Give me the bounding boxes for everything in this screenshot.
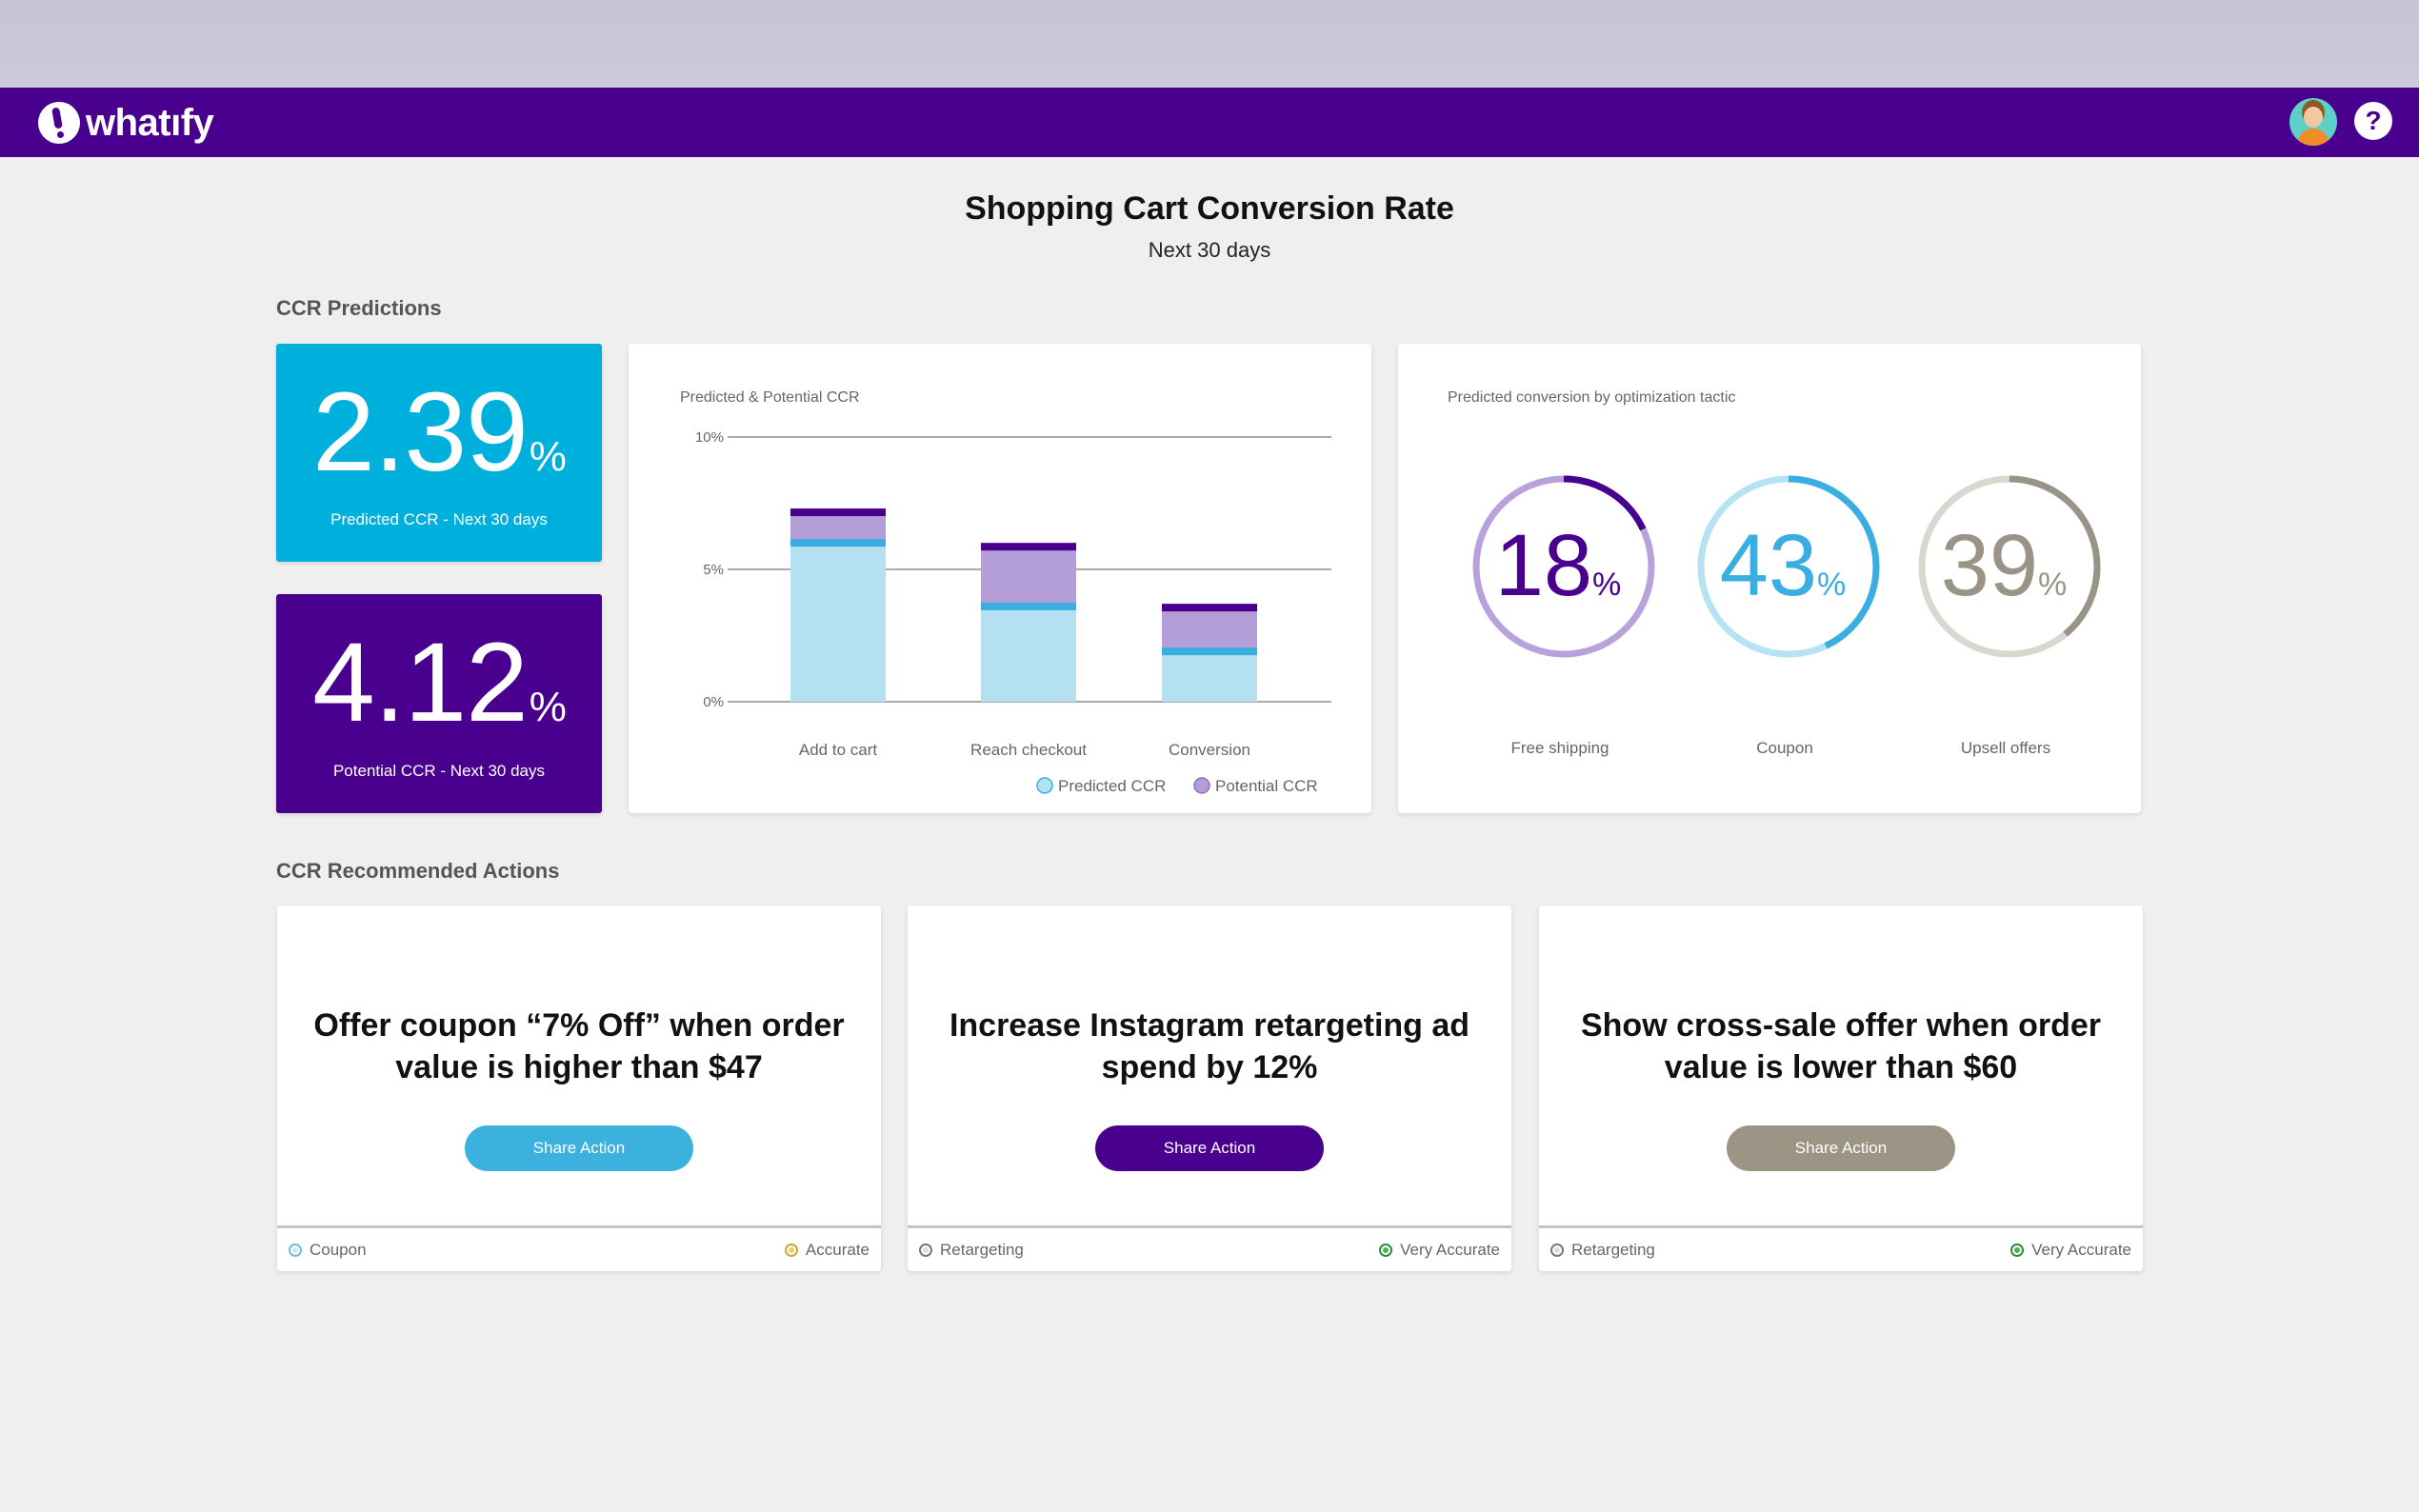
section-predictions: CCR Predictions [276, 296, 442, 320]
bar-potential [1162, 604, 1257, 652]
top-band [0, 0, 2419, 88]
potential-ccr-caption: Potential CCR - Next 30 days [332, 762, 546, 780]
legend-marker [1193, 777, 1210, 794]
page-title: Shopping Cart Conversion Rate [965, 190, 1454, 227]
action-footer: Retargeting Very Accurate [908, 1225, 1511, 1271]
donut-value: 18% [1495, 517, 1622, 614]
bar-predicted [1162, 651, 1257, 702]
action-text: Show cross-sale offer when order value i… [1580, 1007, 2102, 1085]
donut-unit: % [1592, 567, 1621, 603]
bar-predicted [981, 606, 1076, 702]
legend-label: Predicted CCR [1058, 777, 1166, 795]
retargeting-icon [919, 1243, 932, 1257]
accuracy-badge: Very Accurate [1379, 1241, 1500, 1260]
accuracy-badge: Very Accurate [2010, 1241, 2131, 1260]
donut-unit: % [2038, 567, 2067, 603]
donut-value: 39% [1941, 517, 2068, 614]
donut-arc [1472, 475, 1655, 658]
donut-number: 39 [1941, 517, 2038, 614]
y-tick-label: 5% [703, 562, 724, 578]
accuracy-badge: Accurate [784, 1241, 870, 1260]
action-tag[interactable]: Retargeting [1550, 1241, 1655, 1260]
ccr-chart-title: Predicted & Potential CCR [680, 389, 860, 406]
share-action-button[interactable]: Share Action [1095, 1125, 1324, 1171]
x-tick-label: Conversion [1169, 741, 1250, 759]
retargeting-icon [1550, 1243, 1564, 1257]
tactic-card: Predicted conversion by optimization tac… [1398, 344, 2141, 813]
donut-unit: % [1817, 567, 1846, 603]
ccr-bar-chart: 0% 5% 10% Add to cart Reach checkout Conversi… [695, 429, 1331, 795]
logo[interactable]: whatıfy [38, 101, 214, 145]
donut-number: 18 [1495, 517, 1592, 614]
x-tick-label: Reach checkout [970, 741, 1087, 759]
avatar-body [2297, 129, 2329, 146]
action-text: Offer coupon “7% Off” when order value i… [313, 1007, 845, 1085]
help-icon[interactable]: ? [2354, 102, 2392, 140]
avatar[interactable] [2289, 98, 2337, 146]
logo-icon [38, 102, 80, 144]
accuracy-icon [1379, 1243, 1393, 1257]
donut-arc [1918, 475, 2101, 658]
action-footer: Retargeting Very Accurate [1539, 1225, 2143, 1271]
action-card: Show cross-sale offer when order value i… [1539, 905, 2143, 1271]
page-subtitle: Next 30 days [1148, 238, 1271, 262]
donut-label: Upsell offers [1961, 739, 2050, 757]
predicted-ccr-card: 2.39% Predicted CCR - Next 30 days [276, 344, 602, 562]
predicted-ccr-value: 2.39% [312, 369, 567, 495]
coupon-icon [289, 1243, 302, 1257]
action-tag[interactable]: Coupon [289, 1241, 367, 1260]
share-action-button[interactable]: Share Action [465, 1125, 693, 1171]
bar-predicted-marker [981, 602, 1076, 610]
action-card: Increase Instagram retargeting ad spend … [908, 905, 1511, 1271]
y-tick-label: 10% [695, 429, 724, 446]
bar-potential [981, 543, 1076, 607]
legend-marker [1036, 777, 1053, 794]
predicted-ccr-caption: Predicted CCR - Next 30 days [330, 510, 548, 528]
x-tick-label: Add to cart [799, 741, 877, 759]
donut-arc [1697, 475, 1880, 658]
action-card: Offer coupon “7% Off” when order value i… [277, 905, 881, 1271]
legend-label: Potential CCR [1215, 777, 1318, 795]
tactic-chart-title: Predicted conversion by optimization tac… [1448, 389, 1736, 406]
action-footer: Coupon Accurate [277, 1225, 881, 1271]
share-action-button[interactable]: Share Action [1727, 1125, 1955, 1171]
bar-predicted [790, 543, 886, 702]
section-actions: CCR Recommended Actions [276, 859, 560, 883]
donut-value: 43% [1720, 517, 1847, 614]
bar-potential-marker [790, 508, 886, 517]
donut-number: 43 [1720, 517, 1817, 614]
donut-label: Free shipping [1510, 739, 1609, 757]
y-tick-label: 0% [703, 694, 724, 710]
action-tag[interactable]: Retargeting [919, 1241, 1024, 1260]
bar-predicted-marker [1162, 647, 1257, 656]
bar-potential-marker [981, 543, 1076, 551]
ccr-chart-card: Predicted & Potential CCR 0% 5% 10% Add to … [629, 344, 1371, 813]
accuracy-icon [2010, 1243, 2025, 1257]
bar-predicted-marker [790, 539, 886, 547]
logo-text: whatıfy [86, 101, 214, 144]
avatar-head [2304, 107, 2323, 128]
navbar: whatıfy ? [0, 88, 2419, 157]
tactic-donut-charts: 18% Free shipping 43% Coupon 39% Upsell offer… [1472, 475, 2101, 757]
potential-ccr-value: 4.12% [312, 620, 567, 746]
potential-ccr-card: 4.12% Potential CCR - Next 30 days [276, 594, 602, 813]
accuracy-icon [784, 1243, 798, 1257]
action-text: Increase Instagram retargeting ad spend … [949, 1007, 1470, 1085]
donut-label: Coupon [1756, 739, 1813, 757]
bar-potential-marker [1162, 604, 1257, 612]
